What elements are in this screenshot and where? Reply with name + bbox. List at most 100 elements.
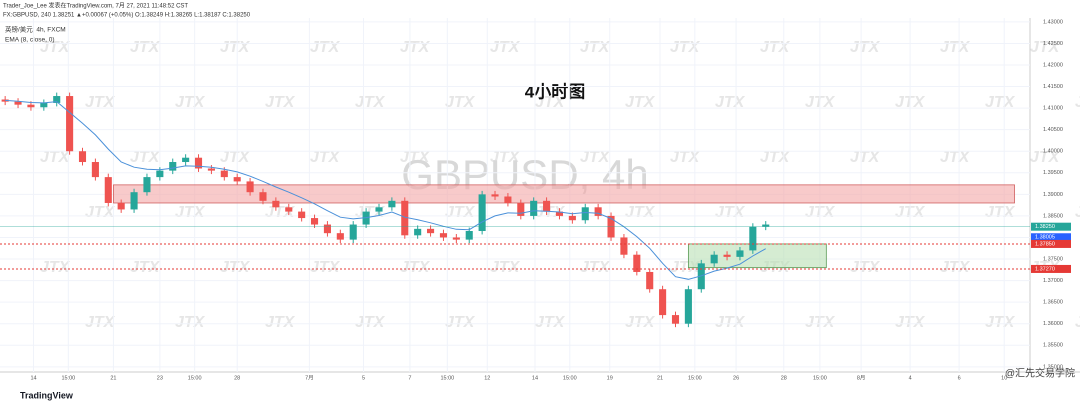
y-tick-label: 1.42000 [1043, 62, 1063, 68]
price-tag [1031, 222, 1071, 231]
x-tick-label: 28 [234, 375, 240, 381]
legend: 英镑/美元, 4h, FXCM [5, 25, 66, 34]
candle-body [272, 200, 280, 208]
y-tick-label: 1.41000 [1043, 106, 1063, 112]
x-tick-label: 15:00 [440, 375, 454, 381]
x-tick-label: 21 [110, 375, 116, 381]
x-tick-label: 4 [909, 375, 912, 381]
y-tick-label: 1.43000 [1043, 19, 1063, 25]
candle-body [375, 207, 383, 212]
watermark: JTX [265, 314, 296, 331]
candle-body [749, 226, 757, 251]
watermark: JTX [445, 314, 476, 331]
watermark: JTX [490, 39, 521, 56]
y-tick-label: 1.40500 [1043, 127, 1063, 133]
x-tick-label: 15:00 [188, 375, 202, 381]
candle-body [388, 200, 396, 208]
watermark: JTX [220, 149, 251, 166]
watermark: JTX [310, 39, 341, 56]
x-tick-label: 23 [157, 375, 163, 381]
x-tick-label: 8月 [857, 374, 866, 381]
watermark: JTX [310, 259, 341, 276]
candle-body [220, 170, 228, 178]
watermark: JTX [715, 314, 746, 331]
candle-body [259, 192, 267, 201]
watermark: JTX [445, 204, 476, 221]
watermark: JTX [40, 149, 71, 166]
watermark: JTX [535, 314, 566, 331]
candle-body [646, 271, 654, 290]
watermark: JTX [760, 149, 791, 166]
y-tick-label: 1.36500 [1043, 300, 1063, 306]
candle-body [427, 228, 435, 234]
price-tag-label: 1.37270 [1035, 266, 1055, 272]
x-tick-label: 15:00 [813, 375, 827, 381]
candle-body [452, 237, 460, 240]
watermark: JTX [490, 149, 521, 166]
watermark: JTX [40, 259, 71, 276]
watermark: JTX [85, 314, 116, 331]
watermark: JTX [580, 39, 611, 56]
watermark: JTX [400, 259, 431, 276]
candle-body [543, 200, 551, 212]
zone [113, 184, 1015, 204]
x-tick-label: 21 [657, 375, 663, 381]
candle-body [491, 194, 499, 197]
watermark: JTX [535, 94, 566, 111]
candle-body [517, 202, 525, 216]
watermark: JTX [265, 204, 296, 221]
candle-body [336, 233, 344, 240]
header-line: Trader_Joe_Lee 发表在TradingView.com, 7月 27… [3, 2, 188, 10]
watermark: JTX [760, 39, 791, 56]
y-tick-label: 1.37000 [1043, 278, 1063, 284]
candle-body [27, 104, 35, 108]
watermark: JTX [1075, 314, 1080, 331]
candle-body [349, 224, 357, 240]
watermark: JTX [940, 149, 971, 166]
price-tag-label: 1.38250 [1035, 224, 1055, 230]
price-tag [1031, 264, 1071, 273]
candle-body [182, 157, 190, 163]
x-tick-label: 15:00 [563, 375, 577, 381]
candle-body [310, 218, 319, 225]
header-line: FX:GBPUSD, 240 1.38251 ▲+0.00067 (+0.05%… [3, 13, 251, 19]
watermark: JTX [1075, 94, 1080, 111]
watermark: JTX [175, 94, 206, 111]
watermark: JTX [175, 204, 206, 221]
candle-body [581, 207, 589, 221]
watermark: JTX [985, 314, 1016, 331]
candle-body [169, 162, 177, 171]
candle-body [207, 168, 215, 171]
credit: @汇先交易学院 [1005, 367, 1075, 380]
watermark: JTX [1030, 149, 1061, 166]
chart-title: 4小时图 [525, 82, 585, 101]
candle-body [465, 231, 473, 240]
watermark: JTX [535, 204, 566, 221]
watermark: JTX [850, 149, 881, 166]
candle-body [671, 315, 680, 324]
candle-body [156, 170, 164, 178]
candle-body [633, 254, 641, 272]
candle-body [504, 196, 512, 203]
x-tick-label: 14 [532, 375, 538, 381]
y-tick-label: 1.39000 [1043, 192, 1063, 198]
candle-body [53, 96, 61, 103]
watermark: JTX [625, 94, 656, 111]
legend: EMA (8, close, 0) [5, 37, 55, 44]
ema-line [5, 99, 766, 280]
y-tick-label: 1.36000 [1043, 321, 1063, 327]
y-tick-label: 1.35500 [1043, 343, 1063, 349]
x-tick-label: 12 [484, 375, 490, 381]
candle-body [414, 228, 422, 236]
watermark: JTX [130, 39, 161, 56]
watermark: JTX [85, 204, 116, 221]
x-tick-label: 10 [1001, 375, 1007, 381]
watermark: JTX [265, 94, 296, 111]
price-tag-label: 1.37850 [1035, 241, 1055, 247]
price-tag [1031, 239, 1071, 248]
candle-body [285, 207, 293, 212]
candle-body [14, 101, 22, 105]
candle-body [233, 177, 241, 182]
watermark: JTX [850, 259, 881, 276]
